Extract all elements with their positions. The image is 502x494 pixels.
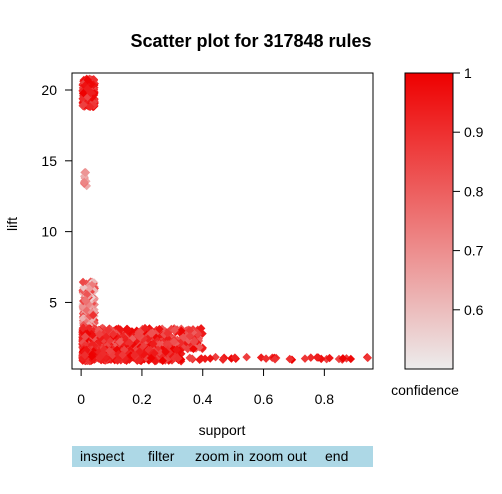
data-point: [105, 346, 114, 356]
x-axis: 0 0.2 0.4 0.6 0.8: [77, 368, 335, 407]
data-point: [325, 353, 334, 363]
data-point: [170, 326, 179, 335]
data-point: [108, 329, 118, 339]
data-point: [95, 330, 104, 339]
data-point: [87, 352, 97, 361]
x-tick-label: 0.4: [193, 391, 213, 407]
data-point: [80, 295, 90, 305]
data-point: [85, 102, 95, 112]
x-tick-label: 0.8: [315, 391, 335, 407]
chart-title: Scatter plot for 317848 rules: [130, 31, 371, 51]
toolbar: inspect filter zoom in zoom out end: [72, 446, 373, 467]
data-point: [189, 344, 198, 354]
data-point: [80, 177, 89, 187]
data-point: [122, 324, 132, 334]
y-tick-label: 15: [41, 153, 57, 169]
data-point: [95, 353, 105, 362]
plot-frame: [71, 72, 374, 370]
data-point: [134, 331, 143, 340]
y-axis-label: lift: [4, 217, 20, 231]
data-point: [312, 353, 322, 362]
colorbar-title: confidence: [391, 382, 459, 398]
data-point: [261, 354, 271, 363]
data-point: [146, 329, 156, 338]
data-point: [81, 168, 91, 177]
end-button[interactable]: end: [325, 448, 349, 464]
data-point: [161, 347, 170, 357]
x-tick-label: 0.6: [254, 391, 274, 407]
data-point: [103, 325, 113, 335]
data-point: [285, 354, 294, 364]
data-point: [185, 331, 195, 341]
data-point: [206, 354, 215, 363]
data-point: [78, 323, 88, 333]
data-point: [338, 354, 348, 363]
data-point: [79, 283, 88, 292]
data-point: [172, 345, 181, 354]
data-point: [78, 277, 88, 287]
colorbar-tick-label: 0.6: [464, 302, 484, 318]
data-point: [306, 353, 316, 362]
data-point: [80, 332, 90, 341]
x-tick-label: 0: [77, 391, 85, 407]
data-point: [118, 350, 127, 360]
data-point: [80, 351, 90, 360]
data-point: [113, 356, 122, 365]
y-tick-label: 10: [41, 224, 57, 240]
data-point: [140, 323, 150, 333]
x-tick-label: 0.2: [132, 391, 152, 407]
zoom-in-button[interactable]: zoom in: [195, 448, 245, 464]
data-point: [346, 354, 356, 364]
data-point: [242, 352, 251, 362]
data-point: [130, 350, 139, 360]
y-axis: 5 10 15 20: [41, 82, 73, 310]
colorbar-tick-label: 0.7: [464, 243, 484, 259]
filter-button[interactable]: filter: [148, 448, 175, 464]
data-point: [158, 356, 167, 366]
data-point: [148, 339, 158, 349]
confidence-colorbar: [404, 72, 454, 370]
data-point: [115, 337, 125, 347]
data-point: [185, 325, 195, 335]
data-point: [197, 354, 206, 363]
y-tick-label: 20: [41, 82, 57, 98]
data-point: [79, 100, 88, 109]
colorbar-tick-label: 1: [464, 65, 472, 81]
colorbar-tick-label: 0.8: [464, 183, 484, 199]
data-point: [169, 337, 179, 347]
data-point: [102, 332, 111, 342]
zoom-out-button[interactable]: zoom out: [249, 448, 307, 464]
x-axis-label: support: [199, 422, 246, 438]
data-point: [88, 310, 98, 320]
data-point: [146, 353, 156, 363]
data-point: [363, 353, 372, 363]
data-point: [270, 354, 280, 364]
data-point: [300, 354, 310, 363]
data-point: [124, 339, 134, 348]
colorbar-ticks: 0.6 0.7 0.8 0.9 1: [453, 65, 484, 318]
data-point: [189, 337, 199, 347]
data-point: [163, 328, 172, 338]
data-point: [173, 354, 183, 363]
data-point: [83, 84, 92, 93]
inspect-button[interactable]: inspect: [80, 448, 125, 464]
data-point: [83, 75, 92, 85]
points-layer: [78, 74, 372, 366]
data-point: [155, 324, 164, 334]
data-point: [230, 353, 240, 362]
data-point: [177, 326, 186, 335]
data-point: [218, 355, 228, 364]
colorbar-tick-label: 0.9: [464, 124, 484, 140]
y-tick-label: 5: [49, 294, 57, 310]
data-point: [187, 354, 197, 363]
